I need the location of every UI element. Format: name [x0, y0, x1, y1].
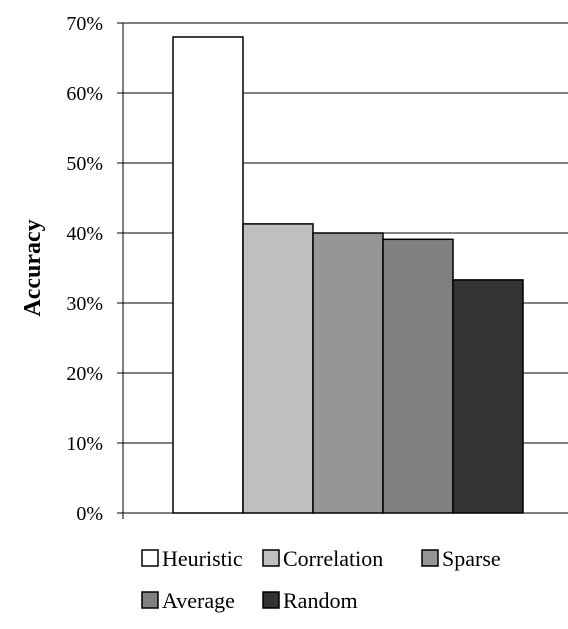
- y-tick-label: 50%: [66, 153, 103, 175]
- legend-label-random: Random: [283, 588, 358, 613]
- y-tick-label: 20%: [66, 363, 103, 385]
- bar-heuristic: [172, 36, 244, 514]
- legend-label-sparse: Sparse: [442, 546, 501, 571]
- y-tick-label: 30%: [66, 293, 103, 315]
- legend-swatch-average: [141, 591, 159, 609]
- bars: [172, 36, 524, 514]
- bar-sparse: [312, 232, 384, 514]
- y-tick-labels: 0% 10% 20% 30% 40% 50% 60% 70%: [66, 13, 103, 525]
- legend-swatch-heuristic: [141, 549, 159, 567]
- legend-label-heuristic: Heuristic: [162, 546, 243, 571]
- bar-correlation: [242, 223, 314, 514]
- y-tick-label: 0%: [76, 503, 103, 525]
- legend-label-average: Average: [162, 588, 235, 613]
- legend-swatch-correlation: [262, 549, 280, 567]
- y-tick-label: 60%: [66, 83, 103, 105]
- y-axis-title: Accuracy: [20, 219, 46, 316]
- legend-swatch-random: [262, 591, 280, 609]
- legend-label-correlation: Correlation: [283, 546, 383, 571]
- legend-swatch-sparse: [421, 549, 439, 567]
- bar-average: [382, 238, 454, 514]
- legend: Heuristic Correlation Sparse Average Random: [141, 546, 501, 613]
- y-tick-label: 10%: [66, 433, 103, 455]
- y-tick-label: 40%: [66, 223, 103, 245]
- y-tick-label: 70%: [66, 13, 103, 35]
- bar-random: [452, 279, 524, 514]
